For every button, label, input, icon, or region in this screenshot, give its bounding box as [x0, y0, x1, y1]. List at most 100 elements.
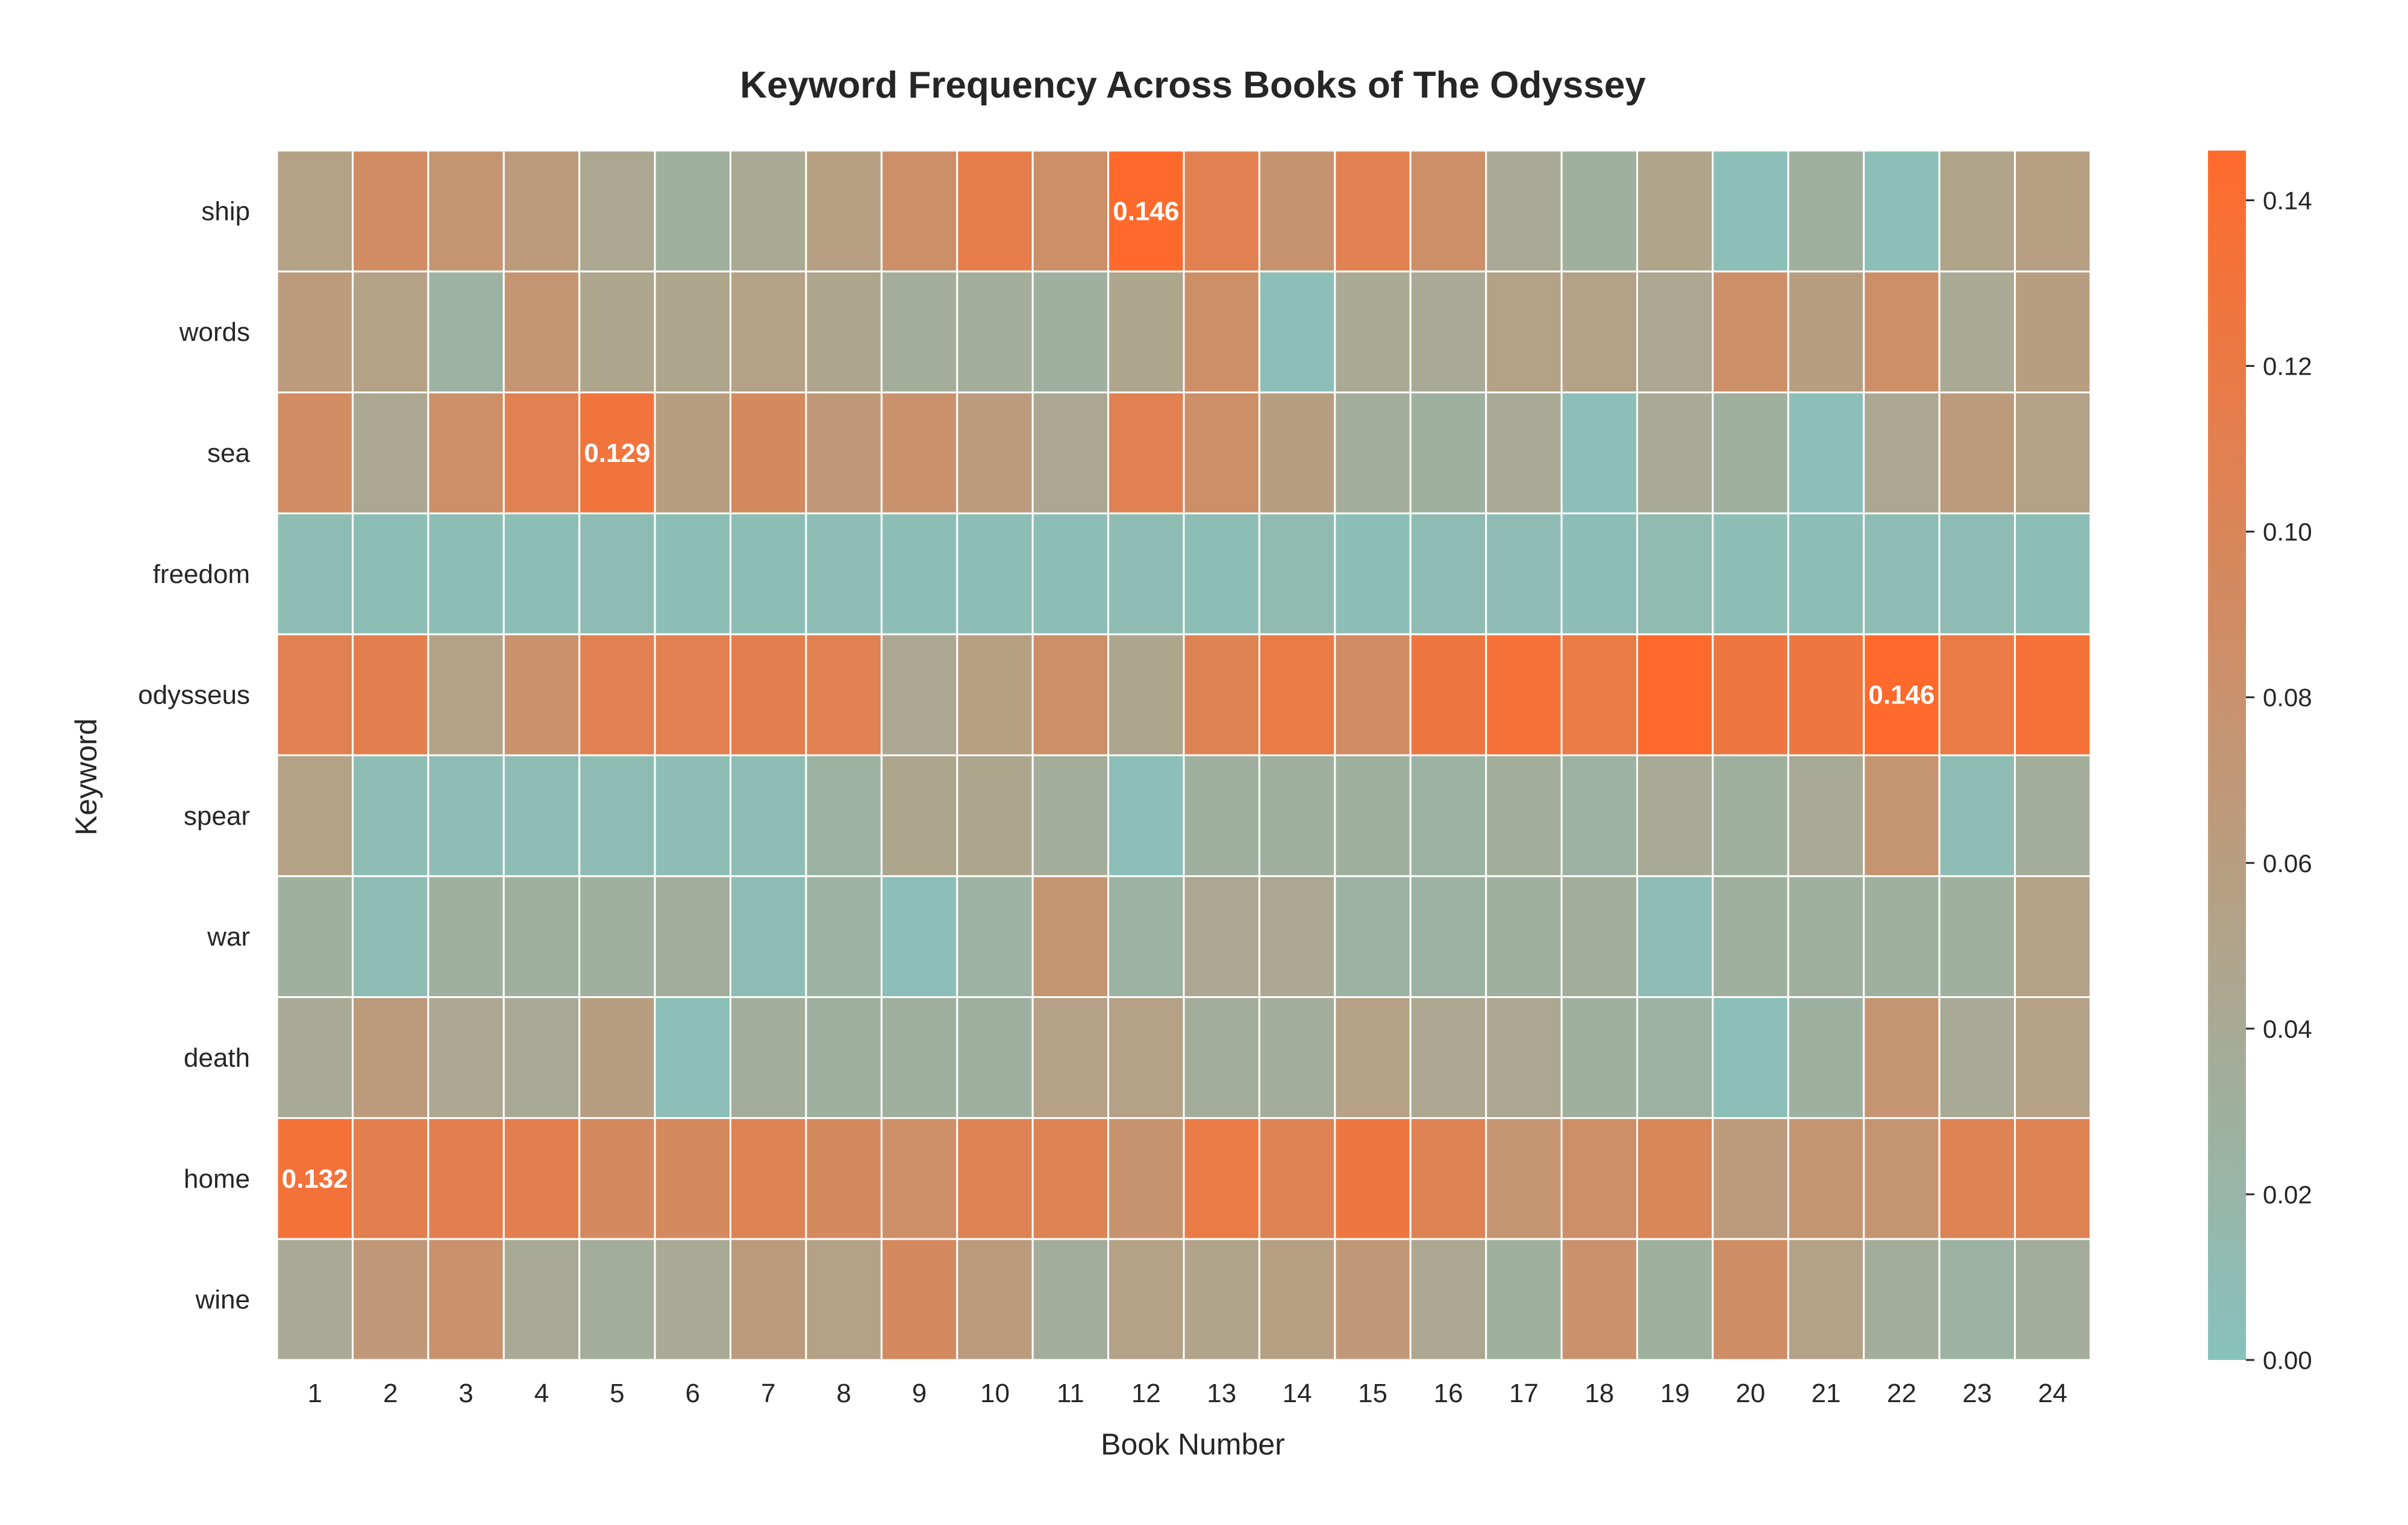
heatmap-cell-death-21	[1787, 996, 1865, 1119]
x-tick-label: 5	[610, 1379, 624, 1408]
heatmap-cell-odysseus-8	[805, 633, 883, 756]
y-tick-label: home	[184, 1164, 250, 1194]
heatmap-cell-freedom-9	[880, 512, 959, 635]
heatmap-cell-home-8	[805, 1117, 883, 1240]
heatmap-cell-wine-12	[1107, 1238, 1185, 1361]
heatmap-cell-sea-7	[730, 391, 807, 514]
y-tick-label: sea	[207, 438, 250, 468]
heatmap-cell-war-1	[276, 875, 354, 999]
heatmap-cell-freedom-22	[1863, 512, 1940, 635]
heatmap-cell-home-5	[578, 1117, 656, 1240]
y-tick-label: spear	[184, 801, 250, 831]
heatmap-cell-death-13	[1183, 996, 1260, 1119]
heatmap-cell-ship-14	[1258, 149, 1336, 273]
heatmap-cell-war-2	[351, 875, 430, 999]
heatmap-cell-words-22	[1863, 270, 1940, 394]
colorbar-ticks: 0.00 0.02 0.04 0.06 0.08 0.10 0.12 0.14	[2246, 187, 2312, 1374]
heatmap-cell-home-21	[1787, 1117, 1865, 1240]
heatmap-cell-death-10	[956, 996, 1034, 1119]
heatmap-cell-freedom-23	[1938, 512, 2016, 635]
colorbar-tick-label: 0.04	[2263, 1015, 2312, 1043]
heatmap-cell-freedom-24	[2014, 512, 2092, 635]
heatmap-cell-words-2	[351, 270, 430, 394]
heatmap-cell-death-12	[1107, 996, 1185, 1119]
heatmap-cell-home-20	[1712, 1117, 1789, 1240]
x-tick-label: 23	[1962, 1379, 1992, 1408]
colorbar-tick-label: 0.06	[2263, 849, 2312, 878]
heatmap-cell-war-4	[502, 875, 581, 999]
heatmap-cell-war-21	[1787, 875, 1865, 999]
x-tick-label: 17	[1509, 1379, 1539, 1408]
heatmap-cell-spear-21	[1787, 754, 1865, 878]
heatmap-cell-ship-24	[2014, 149, 2092, 273]
heatmap-cell-home-10	[956, 1117, 1034, 1240]
heatmap-cell-freedom-6	[654, 512, 732, 635]
heatmap-cell-sea-13	[1183, 391, 1260, 514]
heatmap-cell-death-2	[351, 996, 430, 1119]
heatmap-cell-odysseus-6	[654, 633, 732, 756]
heatmap-cell-war-11	[1031, 875, 1110, 999]
heatmap-cell-sea-8	[805, 391, 883, 514]
heatmap-cell-sea-11	[1031, 391, 1110, 514]
x-tick-label: 12	[1131, 1379, 1161, 1408]
heatmap-cell-spear-22	[1863, 754, 1940, 878]
y-tick-label: death	[184, 1043, 250, 1073]
heatmap-cell-words-13	[1183, 270, 1260, 394]
x-tick-label: 16	[1433, 1379, 1463, 1408]
heatmap-cell-death-17	[1485, 996, 1563, 1119]
heatmap-cell-wine-1	[276, 1238, 354, 1361]
heatmap-cell-war-10	[956, 875, 1034, 999]
heatmap-cell-ship-19	[1636, 149, 1714, 273]
heatmap-cell-freedom-19	[1636, 512, 1714, 635]
heatmap-cell-home-9	[880, 1117, 959, 1240]
heatmap-cell-spear-18	[1560, 754, 1638, 878]
heatmap-cell-ship-16	[1409, 149, 1487, 273]
heatmap-cell-death-7	[730, 996, 807, 1119]
heatmap-cell-ship-20	[1712, 149, 1789, 273]
cell-annotation: 0.132	[282, 1164, 348, 1194]
heatmap-cell-freedom-18	[1560, 512, 1638, 635]
heatmap-cell-odysseus-13	[1183, 633, 1260, 756]
heatmap-cell-ship-17	[1485, 149, 1563, 273]
heatmap-cell-words-11	[1031, 270, 1110, 394]
colorbar-tick-label: 0.12	[2263, 352, 2312, 381]
x-tick-label: 22	[1887, 1379, 1916, 1408]
heatmap-cell-sea-19	[1636, 391, 1714, 514]
x-tick-label: 20	[1736, 1379, 1765, 1408]
heatmap-cell-war-16	[1409, 875, 1487, 999]
cell-annotation: 0.146	[1113, 196, 1179, 226]
heatmap-cell-words-8	[805, 270, 883, 394]
heatmap-cell-death-9	[880, 996, 959, 1119]
heatmap-cell-war-15	[1334, 875, 1412, 999]
heatmap-cell-wine-22	[1863, 1238, 1940, 1361]
y-tick-label: war	[207, 922, 250, 952]
heatmap-cell-sea-6	[654, 391, 732, 514]
heatmap-cell-death-19	[1636, 996, 1714, 1119]
heatmap-cell-words-21	[1787, 270, 1865, 394]
heatmap-cell-war-19	[1636, 875, 1714, 999]
heatmap-cell-ship-6	[654, 149, 732, 273]
heatmap-cell-words-9	[880, 270, 959, 394]
heatmap-cell-freedom-1	[276, 512, 354, 635]
heatmap-cell-wine-4	[502, 1238, 581, 1361]
cell-annotation: 0.146	[1868, 681, 1934, 710]
heatmap-cell-words-18	[1560, 270, 1638, 394]
colorbar	[2208, 151, 2246, 1360]
heatmap-cell-spear-8	[805, 754, 883, 878]
x-tick-label: 11	[1057, 1379, 1084, 1408]
heatmap-cell-wine-13	[1183, 1238, 1260, 1361]
heatmap-cell-wine-17	[1485, 1238, 1563, 1361]
heatmap-cell-freedom-20	[1712, 512, 1789, 635]
heatmap-cell-freedom-7	[730, 512, 807, 635]
heatmap-cell-home-12	[1107, 1117, 1185, 1240]
heatmap-cell-sea-12	[1107, 391, 1185, 514]
heatmap-cell-freedom-13	[1183, 512, 1260, 635]
colorbar-tick-label: 0.10	[2263, 518, 2312, 546]
chart-title: Keyword Frequency Across Books of The Od…	[740, 64, 1646, 106]
heatmap-cell-war-13	[1183, 875, 1260, 999]
heatmap-cell-ship-10	[956, 149, 1034, 273]
heatmap-cell-odysseus-24	[2014, 633, 2092, 756]
heatmap-cell-odysseus-3	[427, 633, 505, 756]
heatmap-cell-war-12	[1107, 875, 1185, 999]
heatmap-cell-odysseus-1	[276, 633, 354, 756]
